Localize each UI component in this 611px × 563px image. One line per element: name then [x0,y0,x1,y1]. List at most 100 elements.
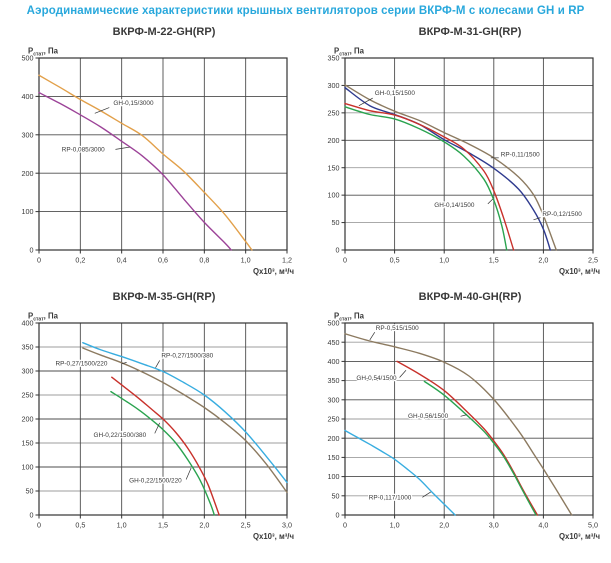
series-label-leader [487,198,494,205]
x-axis-title: Qх10³, м³/ч [559,267,600,276]
x-tick-label: 3,0 [282,521,292,530]
x-tick-label: 1,0 [241,256,251,265]
y-tick-label: 150 [328,453,340,462]
x-tick-label: 2,0 [199,521,209,530]
x-tick-label: 4,0 [538,521,548,530]
page-title: Аэродинамические характеристики крышных … [26,5,585,17]
series-curve-GH-0,22/1500/380 [111,376,220,516]
x-tick-label: 0,2 [75,256,85,265]
series-label-GH-0,56/1500: GH-0,56/1500 [408,413,449,420]
y-tick-label: 100 [328,191,340,200]
x-tick-label: 2,0 [538,256,548,265]
x-tick-label: 0,5 [75,521,85,530]
series-label-RP-0,515/1500: RP-0,515/1500 [376,325,419,332]
series-label-GH-0,15/1500: GH-0,15/1500 [375,90,416,97]
series-label-leader [154,422,161,434]
y-tick-label: 200 [22,169,34,178]
series-label-leader [369,332,376,341]
y-tick-label: 200 [328,136,340,145]
series-curve-RP-0,27/1500/380 [82,341,288,484]
series-label-RP-0,27/1500/380: RP-0,27/1500/380 [161,353,213,360]
y-tick-label: 350 [328,54,340,63]
y-tick-label: 400 [22,319,34,328]
series-label-GH-0,15/3000: GH-0,15/3000 [113,100,154,107]
y-tick-label: 500 [22,54,34,63]
series-curve-RP-0,085/3000 [38,91,232,251]
x-tick-label: 0,5 [390,256,400,265]
y-tick-label: 50 [332,218,340,227]
series-label-leader [533,217,541,221]
x-tick-label: 0,4 [117,256,127,265]
x-axis-title: Qх10³, м³/ч [253,267,294,276]
series-curve-RP-0,27/1500/220 [82,347,288,494]
x-tick-label: 0 [37,521,41,530]
y-tick-label: 500 [328,319,340,328]
y-tick-label: 200 [328,434,340,443]
y-tick-label: 0 [30,246,34,255]
series-label-leader [155,360,160,368]
y-tick-label: 100 [328,472,340,481]
series-label-leader [358,97,373,107]
chart-title-vkrf-m-35: ВКРФ-М-35-GH(RP) [112,291,216,303]
chart-title-vkrf-m-31: ВКРФ-М-31-GH(RP) [418,26,522,38]
y-tick-label: 300 [22,130,34,139]
series-curve-GH-0,15/1500 [344,102,515,251]
y-tick-label: 50 [332,491,340,500]
series-label-leader [121,362,127,365]
chart-block-vkrf-m-40: ВКРФ-М-40-GH(RP) 0 1,0 2,0 3,0 4,0 5,0 0 50 100 1… [312,291,611,545]
y-tick-label: 300 [22,367,34,376]
series-curve-GH-0,56/1500 [423,380,537,516]
series-label-RP-0,12/1500: RP-0,12/1500 [542,211,582,218]
y-axis-title: Pстат, Па [334,47,365,58]
y-tick-label: 400 [22,92,34,101]
x-tick-label: 0 [37,256,41,265]
y-axis-title: Pстат, Па [334,312,365,323]
chart-block-vkrf-m-31: ВКРФ-М-31-GH(RP) 0 0,5 1,0 1,5 2,0 2,5 0 50 100 1… [312,26,611,280]
y-tick-label: 300 [328,395,340,404]
y-tick-label: 100 [22,207,34,216]
series-curve-RP-0,11/1500 [344,84,557,251]
y-axis-title: Pстат, Па [28,47,59,58]
series-label-RP-0,11/1500: RP-0,11/1500 [501,152,540,159]
y-tick-label: 250 [328,108,340,117]
series-curve-RP-0,515/1500 [344,333,573,516]
plot-frame [344,57,594,251]
chart-canvas-vkrf-m-22: 0 0,2 0,4 0,6 0,8 1,0 1,2 0 100 200 300 400 500Pстат… [22,47,295,277]
chart-block-vkrf-m-22: ВКРФ-М-22-GH(RP) 0 0,2 0,4 0,6 0,8 1,0 1,2 0 100… [6,26,308,280]
series-label-leader [460,414,467,417]
y-tick-label: 150 [328,163,340,172]
series-label-GH-0,54/1500: GH-0,54/1500 [356,375,397,382]
x-tick-label: 1,5 [158,521,168,530]
x-axis-title: Qх10³, м³/ч [559,532,600,541]
series-label-leader [399,370,407,378]
chart-canvas-vkrf-m-31: 0 0,5 1,0 1,5 2,0 2,5 0 50 100 150 200 250 300 350Pст… [328,47,601,277]
x-tick-label: 1,5 [489,256,499,265]
x-tick-label: 3,0 [489,521,499,530]
series-label-leader [94,107,110,114]
x-tick-label: 2,5 [241,521,251,530]
chart-canvas-vkrf-m-35: 0 0,5 1,0 1,5 2,0 2,5 3,0 0 50 100 150 200 250 300 350… [22,312,295,542]
x-tick-label: 1,0 [390,521,400,530]
series-curve-GH-0,14/1500 [344,106,508,251]
series-label-GH-0,22/1500/380: GH-0,22/1500/380 [94,432,147,439]
x-tick-label: 1,2 [282,256,292,265]
y-tick-label: 50 [26,487,34,496]
series-curve-GH-0,22/1500/220 [110,390,215,516]
y-tick-label: 0 [336,511,340,520]
y-tick-label: 450 [328,338,340,347]
series-curve-RP-0,117/1000 [344,429,456,516]
y-tick-label: 350 [328,376,340,385]
y-tick-label: 250 [22,391,34,400]
y-tick-label: 300 [328,81,340,90]
series-label-GH-0,14/1500: GH-0,14/1500 [434,202,475,209]
series-label-leader [115,146,130,150]
series-label-GH-0,22/1500/220: GH-0,22/1500/220 [129,477,182,484]
y-tick-label: 0 [336,246,340,255]
series-curve-GH-0,15/3000 [38,74,253,251]
x-tick-label: 2,0 [439,521,449,530]
y-tick-label: 250 [328,415,340,424]
x-tick-label: 0 [343,256,347,265]
x-tick-label: 0,8 [199,256,209,265]
x-tick-label: 5,0 [588,521,598,530]
